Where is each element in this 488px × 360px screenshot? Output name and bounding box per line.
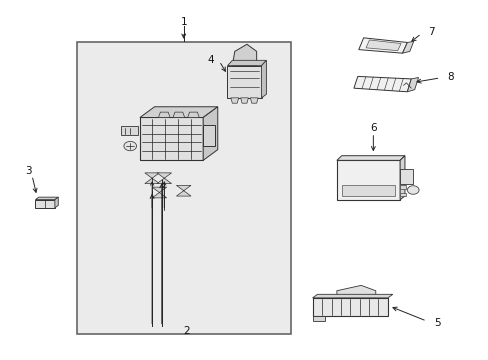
Polygon shape [402,41,413,53]
Polygon shape [203,125,215,146]
Polygon shape [312,294,392,298]
Polygon shape [336,160,399,200]
Polygon shape [341,185,394,196]
Polygon shape [176,185,191,196]
Polygon shape [366,40,400,51]
Polygon shape [35,197,58,200]
Polygon shape [240,98,248,103]
Polygon shape [336,285,375,298]
Polygon shape [399,185,406,189]
Polygon shape [230,98,238,103]
Polygon shape [312,298,387,316]
Polygon shape [157,173,171,184]
Polygon shape [158,112,170,117]
Polygon shape [261,60,266,98]
Text: 5: 5 [433,318,440,328]
Polygon shape [358,38,407,53]
Polygon shape [144,173,159,184]
Polygon shape [55,197,58,208]
Polygon shape [407,77,418,92]
Text: 1: 1 [180,17,186,27]
Polygon shape [140,107,217,117]
Text: 3: 3 [25,166,31,176]
Text: 4: 4 [207,55,213,65]
Bar [77,42,290,334]
Polygon shape [140,117,203,160]
Polygon shape [232,44,256,66]
Polygon shape [353,76,410,92]
Circle shape [407,186,418,194]
Polygon shape [173,112,184,117]
Polygon shape [187,112,199,117]
Text: 7: 7 [427,27,434,37]
Polygon shape [336,156,404,160]
Polygon shape [399,169,412,184]
Polygon shape [227,66,261,98]
Circle shape [123,141,136,151]
Polygon shape [120,126,137,135]
Polygon shape [227,60,266,66]
Polygon shape [35,200,55,208]
Polygon shape [250,98,258,103]
Polygon shape [399,156,404,200]
Polygon shape [152,187,166,198]
Text: 6: 6 [369,123,376,133]
Polygon shape [203,107,217,160]
Text: 2: 2 [183,326,189,336]
Polygon shape [399,193,406,196]
Text: 8: 8 [447,72,453,82]
Polygon shape [312,316,324,321]
